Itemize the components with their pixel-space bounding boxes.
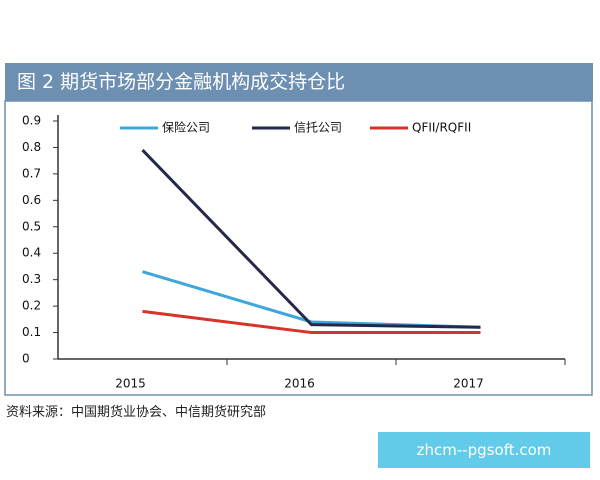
x-tick-label: 2016 bbox=[284, 377, 315, 391]
x-tick-label: 2015 bbox=[115, 377, 146, 391]
y-tick-label: 0.3 bbox=[22, 272, 41, 286]
legend-label: 信托公司 bbox=[294, 121, 342, 135]
watermark: zhcm--pgsoft.com bbox=[378, 432, 590, 468]
y-tick-label: 0.1 bbox=[22, 325, 41, 339]
legend-label: QFII/RQFII bbox=[412, 121, 471, 135]
y-tick-label: 0.4 bbox=[22, 246, 41, 260]
x-tick-label: 2017 bbox=[453, 377, 484, 391]
source-note: 资料来源：中国期货业协会、中信期货研究部 bbox=[6, 405, 267, 420]
y-tick-label: 0.6 bbox=[22, 193, 41, 207]
y-tick-label: 0.7 bbox=[22, 166, 41, 180]
legend-label: 保险公司 bbox=[162, 120, 210, 135]
y-tick-label: 0.9 bbox=[22, 114, 41, 128]
y-tick-label: 0.5 bbox=[22, 219, 41, 233]
y-tick-label: 0 bbox=[22, 352, 30, 366]
y-tick-label: 0.2 bbox=[22, 299, 41, 313]
series-line bbox=[142, 309, 481, 335]
series-line bbox=[141, 149, 481, 329]
chart-title: 图 2 期货市场部分金融机构成交持仓比 bbox=[5, 63, 593, 101]
y-tick-label: 0.8 bbox=[22, 140, 41, 154]
chart-frame bbox=[4, 100, 593, 396]
